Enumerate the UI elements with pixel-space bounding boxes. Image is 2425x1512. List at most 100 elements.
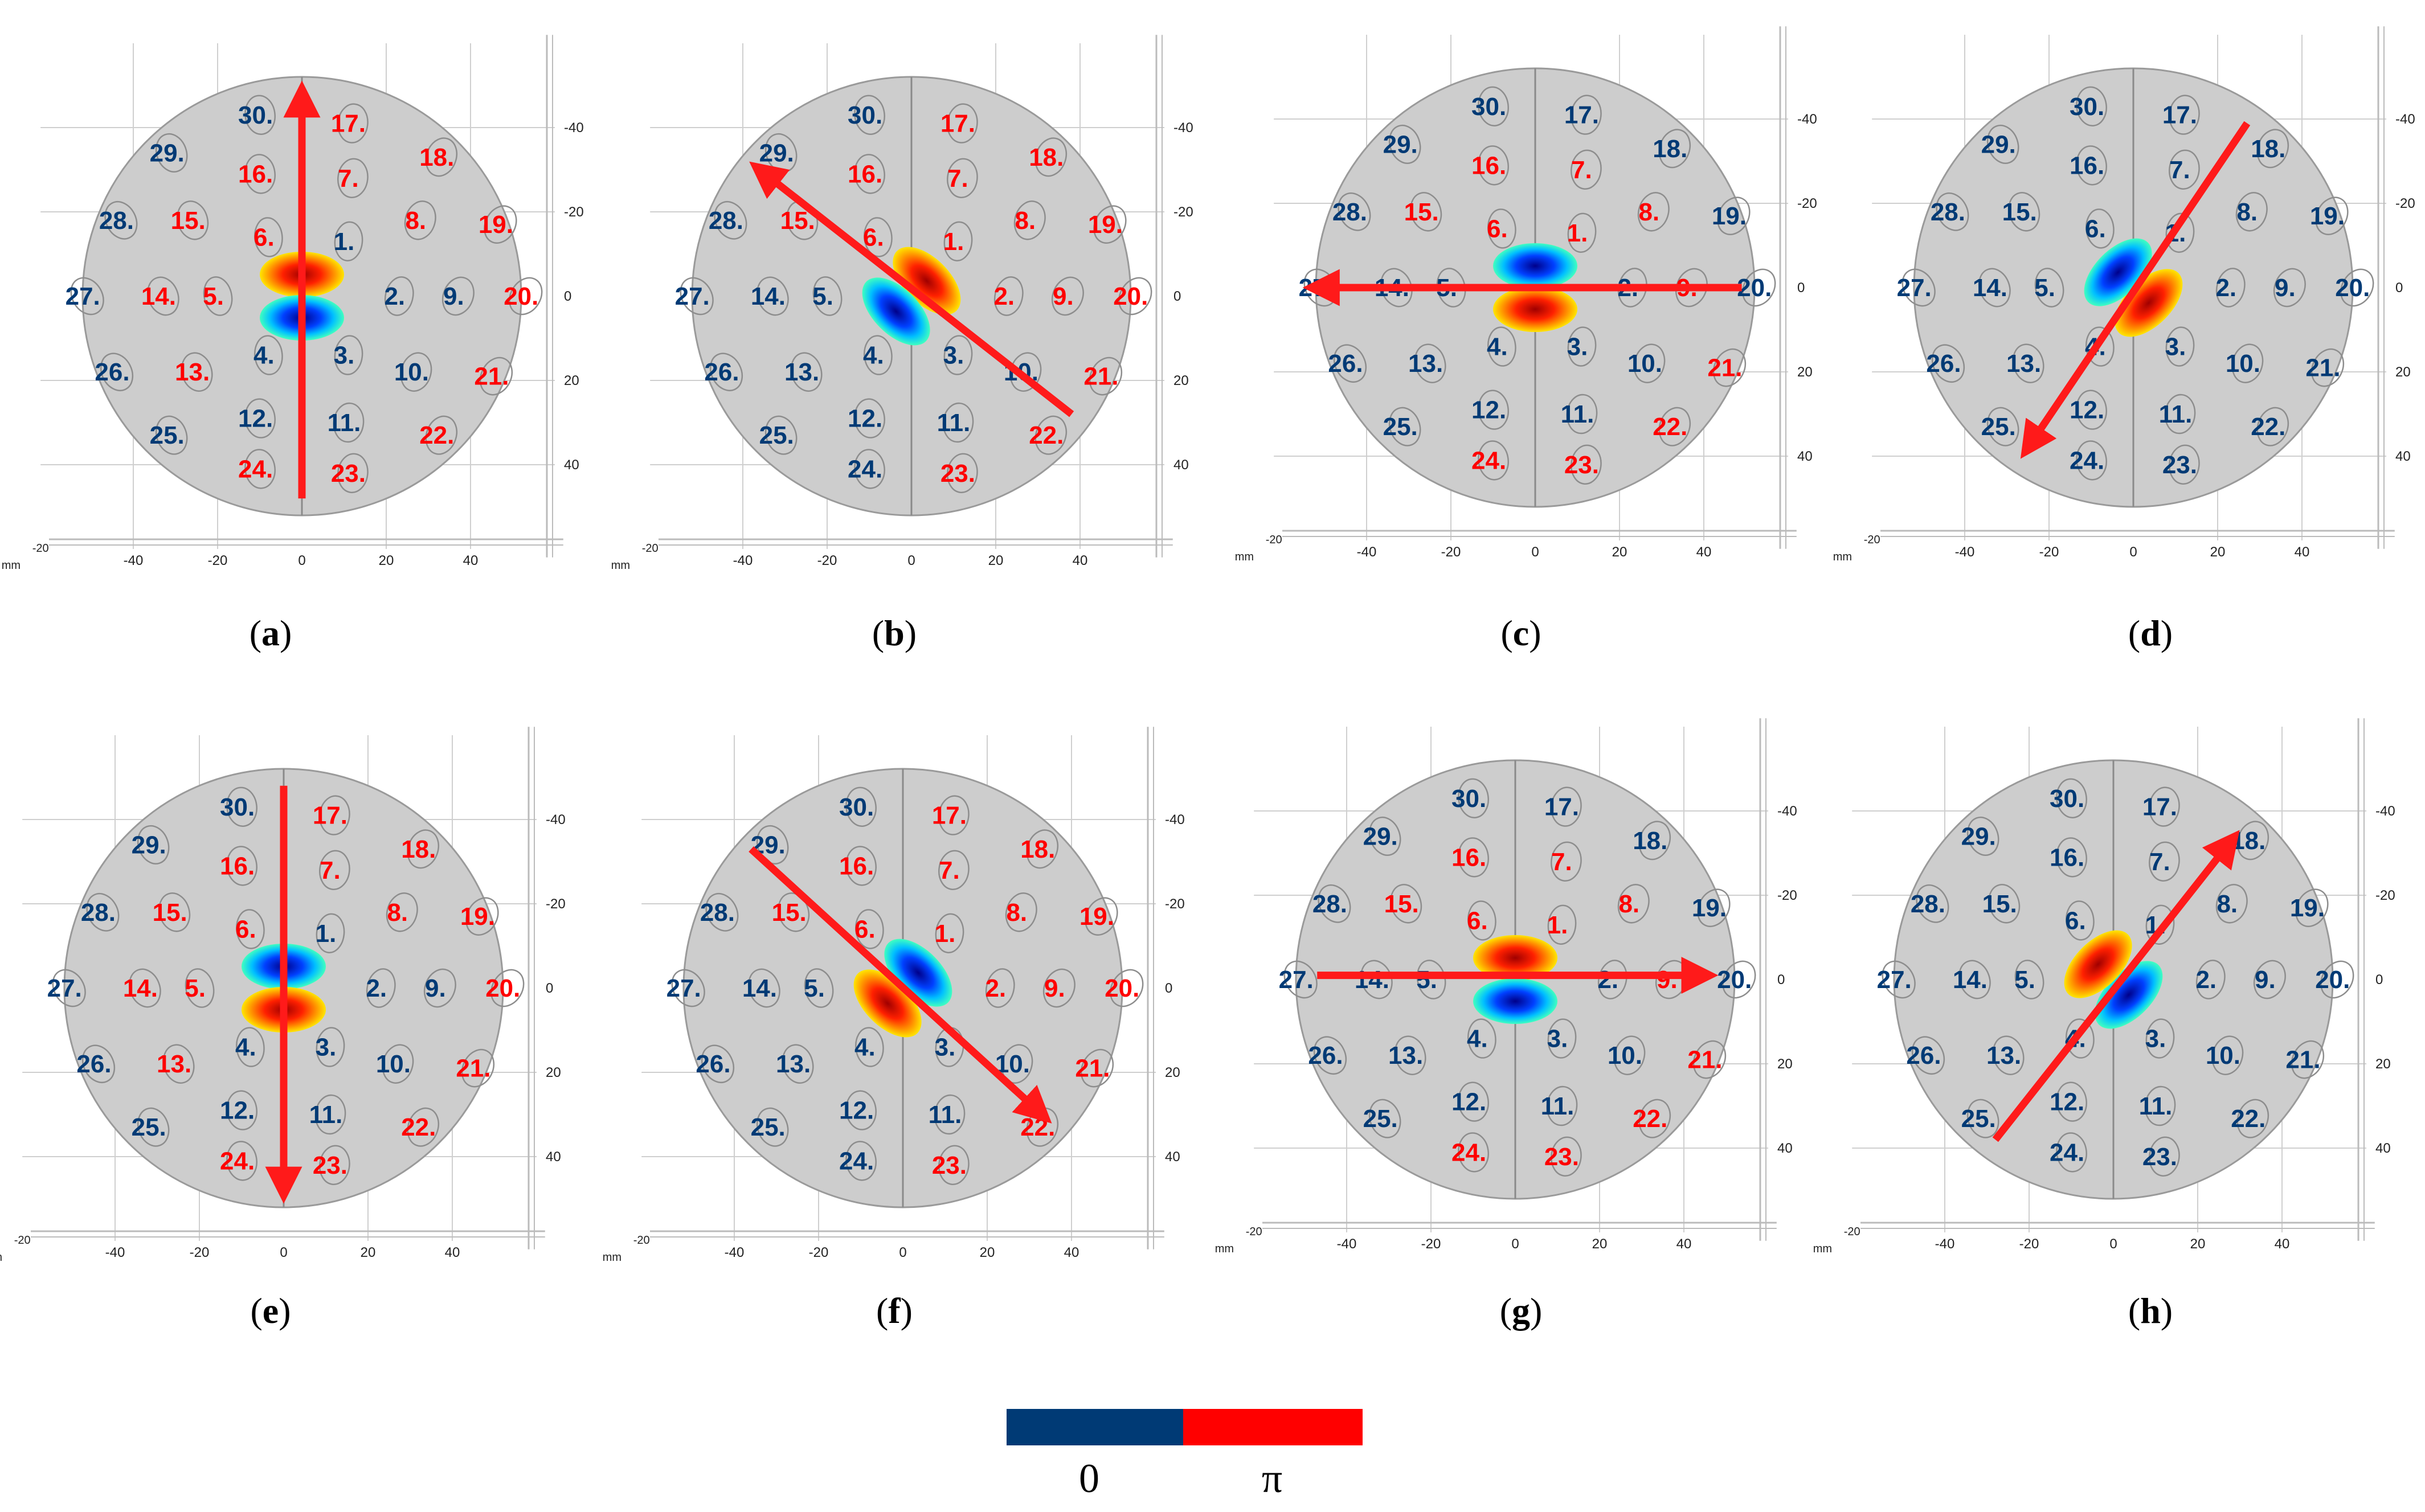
x-tick-label: 0	[1511, 1236, 1519, 1252]
legend-pi-swatch	[1183, 1409, 1363, 1445]
electrode-outline	[2340, 268, 2374, 307]
electrode-outline	[1388, 407, 1421, 446]
panel-caption-letter: f	[888, 1290, 901, 1331]
x-tick-label: 40	[1676, 1236, 1692, 1252]
electrode-label: 19.	[479, 211, 513, 239]
electrode-outline	[1571, 95, 1602, 135]
x-tick-label: -20	[208, 553, 228, 568]
electrode-outline	[1458, 837, 1489, 878]
electrode-outline	[2215, 884, 2248, 924]
electrode-outline	[2056, 837, 2087, 878]
bottom-axis: -40 -20 0 20 40 -20 mm	[1833, 530, 2395, 563]
electrode-label: 7.	[2169, 156, 2190, 184]
bottom-axis: -40 -20 0 20 40 -20 mm	[603, 1230, 1164, 1264]
electrode-label: 6.	[235, 915, 256, 943]
electrode-label: 16.	[2050, 843, 2084, 871]
electrode-label: 30.	[2050, 785, 2084, 813]
electrode-outline	[764, 415, 798, 455]
electrode-label: 17.	[1544, 793, 1579, 821]
electrode-label: 6.	[1487, 215, 1508, 243]
electrode-outline	[236, 909, 265, 949]
electrode-outline	[137, 825, 170, 864]
electrode-label: 11.	[1561, 400, 1594, 428]
electrode-label: 21.	[456, 1055, 490, 1083]
panel-a: -40 -20 0 20 40 -40 -20 0 20 40 -20 mm 1. 2. 3. 4. 5. 6. 7…	[2, 35, 584, 572]
right-axis: -40 -20 0 20 40	[1155, 35, 1193, 558]
electrode-outline	[461, 1048, 495, 1088]
electrode-outline	[1110, 969, 1144, 1007]
electrode-label: 5.	[812, 282, 833, 310]
panel-caption-letter: g	[1512, 1290, 1530, 1331]
electrode-label: 11.	[1541, 1092, 1575, 1120]
electrode-label: 30.	[220, 793, 255, 821]
field-blob	[2084, 238, 2183, 337]
unit-label: mm	[0, 1251, 2, 1264]
electrode-outline	[244, 154, 276, 194]
electrode-outline	[2056, 1132, 2087, 1173]
unit-label: mm	[603, 1251, 621, 1264]
electrode-outline	[709, 353, 743, 391]
electrode-label: 19.	[1712, 202, 1747, 230]
panel-caption-a: (a)	[249, 613, 292, 653]
x-tick-label: 0	[298, 553, 305, 568]
electrode-outline	[490, 969, 525, 1007]
electrode-label: 18.	[1020, 835, 1055, 863]
electrode-outline	[1368, 816, 1401, 856]
electrode-outline	[1478, 440, 1509, 481]
x-tick-label: 20	[361, 1245, 376, 1260]
electrode-label: 26.	[704, 358, 739, 386]
electrode-outline	[2149, 786, 2180, 827]
electrode-outline	[671, 969, 705, 1007]
electrode-outline	[2066, 1018, 2095, 1059]
panel-caption-letter: a	[261, 613, 280, 653]
electrode-outline	[181, 352, 213, 392]
electrode-outline	[1547, 904, 1577, 945]
electrode-outline	[1487, 208, 1516, 249]
electrode-label: 17.	[331, 110, 366, 138]
electrode-label: 6.	[2085, 215, 2106, 243]
panel-e: -40 -20 0 20 40 -40 -20 0 20 40 -20 mm 1. 2. 3. 4. 5. 6. 7…	[0, 727, 566, 1264]
electrode-label: 27.	[1279, 966, 1314, 994]
electrode-outline	[2056, 1081, 2087, 1122]
electrode-label: 10.	[2206, 1042, 2240, 1070]
electrode-outline	[855, 1027, 884, 1067]
electrode-label: 29.	[150, 139, 185, 167]
bottom-axis: -40 -20 0 20 40 -20 mm	[611, 538, 1173, 572]
electrode-outline	[2149, 841, 2180, 882]
electrode-outline	[1692, 1040, 1727, 1079]
electrode-outline	[1966, 1099, 1999, 1138]
electrode-label: 26.	[696, 1050, 730, 1078]
electrode-outline	[1093, 205, 1127, 244]
electrode-outline	[1966, 816, 1999, 856]
electrode-label: 19.	[2290, 894, 2325, 922]
electrode-label: 13.	[1986, 1042, 2021, 1070]
electrode-label: 13.	[175, 358, 210, 386]
electrode-label: 30.	[1451, 785, 1486, 813]
electrode-label: 24.	[2070, 446, 2104, 474]
electrode-outline	[1085, 897, 1118, 936]
electrode-label: 17.	[940, 110, 975, 138]
electrode-label: 15.	[772, 899, 807, 927]
electrode-outline	[484, 205, 517, 244]
electrode-outline	[1410, 192, 1442, 232]
electrode-label: 6.	[1467, 907, 1488, 935]
electrode-label: 13.	[784, 358, 819, 386]
y-tick-label: 0	[1173, 289, 1181, 304]
x-tick-label: 20	[988, 553, 1004, 568]
electrode-outline	[947, 103, 978, 144]
y-tick-label: -40	[1777, 804, 1797, 819]
electrode-label: 22.	[401, 1113, 436, 1141]
electrode-outline	[337, 103, 369, 144]
electrode-outline	[203, 276, 233, 316]
electrode-label: 21.	[2305, 354, 2340, 382]
electrode-label: 21.	[1083, 363, 1118, 391]
field-blob	[853, 939, 952, 1038]
panel-caption-h: (h)	[2128, 1290, 2173, 1331]
electrode-outline	[1658, 407, 1691, 446]
x-tick-label: -40	[1337, 1236, 1357, 1252]
y-tick-label: 0	[2375, 972, 2383, 987]
electrode-label: 3.	[943, 342, 964, 370]
panel-b: -40 -20 0 20 40 -40 -20 0 20 40 -20 mm 1. 2. 3. 4. 5. 6. 7…	[611, 35, 1193, 572]
x-tick-label: 20	[2210, 544, 2226, 560]
